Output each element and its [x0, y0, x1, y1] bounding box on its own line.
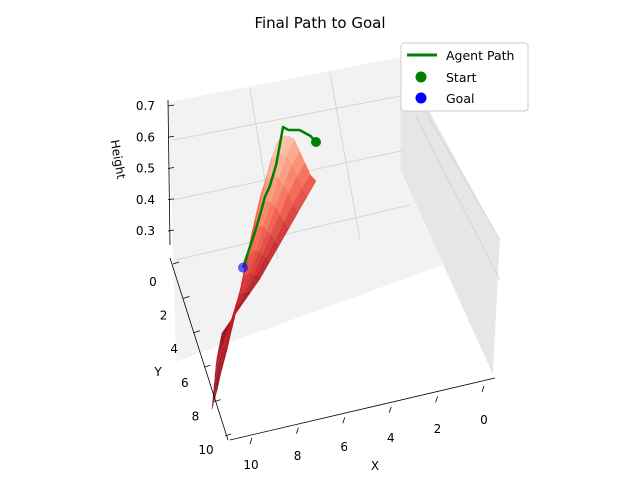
chart-title: Final Path to Goal: [254, 14, 385, 32]
x-tick-mark: [296, 427, 299, 434]
z-tick-label: 0.7: [136, 99, 155, 113]
x-tick-label: 2: [434, 422, 442, 436]
z-tick-mark: [167, 104, 175, 107]
z-axis-line: [167, 99, 171, 246]
z-tick-label: 0.3: [136, 224, 155, 238]
y-tick-label: 6: [181, 376, 189, 390]
x-tick-mark: [249, 437, 253, 445]
z-tick-mark: [167, 229, 175, 232]
x-tick-mark: [388, 406, 392, 413]
x-tick-label: 10: [243, 458, 258, 472]
x-axis-label: X: [371, 459, 379, 473]
z-tick-mark: [167, 135, 175, 138]
legend-label-start: Start: [446, 70, 477, 85]
x-tick-label: 6: [340, 440, 348, 454]
x-tick-mark: [342, 417, 346, 424]
z-tick-label: 0.6: [136, 130, 155, 144]
y-tick-label: 10: [198, 443, 213, 457]
legend: Agent Path Start Goal: [400, 42, 529, 112]
goal-marker: [238, 262, 248, 273]
y-tick-label: 4: [170, 342, 178, 356]
x-tick-label: 4: [387, 431, 395, 445]
z-tick-mark: [167, 167, 175, 169]
y-axis-label: Y: [153, 365, 162, 379]
agent-path-layer: [238, 125, 321, 273]
y-tick-label: 2: [160, 309, 168, 323]
y-tick-mark: [183, 296, 190, 299]
z-axis-label: Height: [108, 139, 129, 181]
x-tick-label: 8: [294, 449, 302, 463]
y-tick-mark: [204, 364, 211, 368]
legend-label-goal: Goal: [446, 91, 474, 106]
z-tick-mark: [167, 198, 175, 201]
start-marker: [311, 137, 321, 147]
surface: [211, 135, 317, 410]
y-tick-mark: [224, 433, 232, 437]
y-axis-line: [169, 257, 229, 441]
legend-goal-marker: [415, 92, 427, 104]
axis-ticks: 0 2 4 6 8 10 0 2 4 6 8 10 0.3 0.4 0.5 0.6 0.7: [136, 99, 496, 472]
grid: [172, 72, 501, 281]
surface-facet: [211, 377, 219, 410]
legend-box: [400, 42, 529, 112]
legend-start-marker: [415, 71, 427, 83]
y-tick-mark: [172, 261, 180, 265]
x-axis-line: [229, 377, 496, 441]
y-tick-mark: [193, 330, 200, 334]
x-tick-mark: [481, 385, 485, 393]
z-tick-label: 0.5: [136, 162, 155, 176]
x-tick-mark: [435, 396, 438, 403]
z-tick-label: 0.4: [136, 193, 155, 207]
x-tick-label: 0: [480, 413, 488, 427]
y-tick-mark: [214, 399, 221, 402]
agent-path-line: [241, 125, 317, 268]
y-tick-label: 0: [149, 275, 157, 289]
y-tick-label: 8: [192, 409, 200, 423]
legend-label-path: Agent Path: [446, 48, 514, 63]
